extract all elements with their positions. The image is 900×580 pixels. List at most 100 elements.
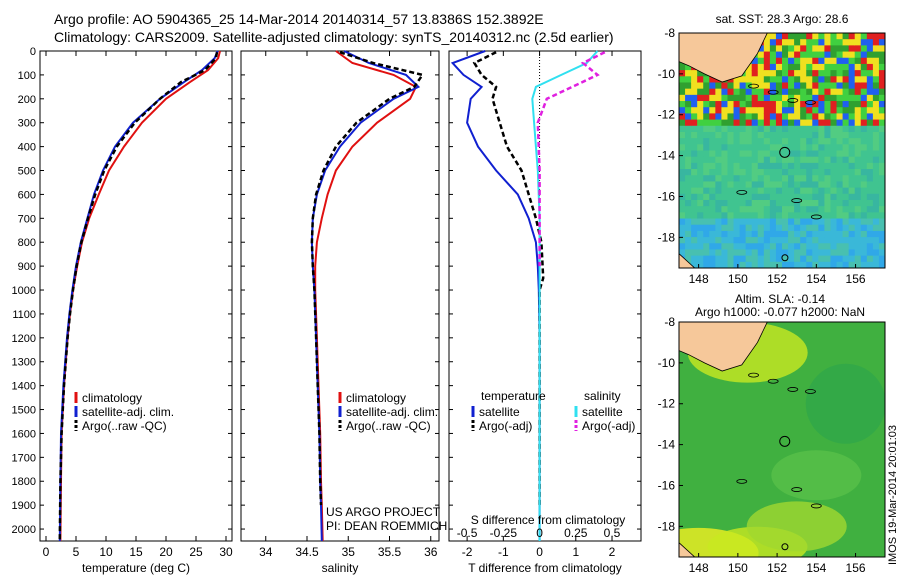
sst-cell xyxy=(854,156,862,164)
sst-cell xyxy=(866,144,874,151)
sst-cell xyxy=(794,181,801,189)
sst-cell xyxy=(800,261,807,268)
sst-cell xyxy=(818,156,825,164)
sst-cell xyxy=(830,33,838,40)
sst-cell xyxy=(854,255,862,263)
sst-cell xyxy=(806,51,813,59)
legend-label: Argo(..raw -QC) xyxy=(82,419,167,433)
sst-cell xyxy=(763,193,771,201)
sst-cell xyxy=(721,169,728,176)
sst-cell xyxy=(854,113,862,121)
sst-cell xyxy=(709,212,716,220)
sst-cell xyxy=(679,193,686,201)
sst-cell xyxy=(745,125,753,133)
sst-cell xyxy=(745,237,753,244)
sst-cell xyxy=(800,63,807,71)
sst-cell xyxy=(733,261,741,268)
sst-cell xyxy=(782,169,789,176)
sst-cell xyxy=(775,101,783,108)
sst-cell xyxy=(727,261,735,268)
sst-cell xyxy=(775,125,783,133)
sst-cell xyxy=(679,113,686,121)
sst-cell xyxy=(685,150,692,158)
sst-cell xyxy=(830,51,838,59)
sst-cell xyxy=(745,255,753,263)
sst-cell xyxy=(697,107,704,114)
sst-cell xyxy=(860,187,868,195)
panel-sst-xtick-label: 152 xyxy=(767,272,787,286)
sst-cell xyxy=(824,212,831,220)
sst-cell xyxy=(800,57,807,65)
sst-cell xyxy=(757,206,765,213)
sst-cell xyxy=(685,82,692,90)
sst-cell xyxy=(685,119,692,127)
sst-cell xyxy=(703,150,710,158)
sst-cell xyxy=(739,199,747,207)
sst-cell xyxy=(679,88,686,96)
sst-cell xyxy=(769,230,777,238)
sst-cell xyxy=(788,88,795,96)
sst-cell xyxy=(679,107,686,114)
sst-cell xyxy=(757,94,765,102)
sst-cell xyxy=(751,261,759,268)
sst-cell xyxy=(763,144,771,151)
sst-cell xyxy=(691,113,698,121)
sst-cell xyxy=(842,150,850,158)
sst-cell xyxy=(872,138,880,145)
sst-cell xyxy=(800,224,807,232)
sst-cell xyxy=(854,39,862,46)
sst-cell xyxy=(721,88,728,96)
sst-cell xyxy=(727,125,735,133)
panel-sla-frame xyxy=(678,321,886,558)
sst-cell xyxy=(824,125,831,133)
sst-cell xyxy=(727,88,735,96)
sst-cell xyxy=(733,101,741,108)
sst-cell xyxy=(721,255,728,263)
sst-cell xyxy=(721,94,728,102)
temperature-frame xyxy=(39,50,233,542)
sst-cell xyxy=(727,187,735,195)
sst-cell xyxy=(775,82,783,90)
sst-cell xyxy=(800,144,807,151)
sst-cell xyxy=(842,261,850,268)
sst-cell xyxy=(836,193,844,201)
sst-cell xyxy=(824,57,831,65)
sst-cell xyxy=(812,131,819,139)
sst-cell xyxy=(818,199,825,207)
panel-sst-field xyxy=(679,33,885,268)
sst-cell xyxy=(812,88,819,96)
sst-cell xyxy=(812,138,819,145)
sst-cell xyxy=(830,119,838,127)
sst-cell xyxy=(806,138,813,145)
sst-cell xyxy=(860,70,868,77)
sst-cell xyxy=(727,193,735,201)
sst-cell xyxy=(721,230,728,238)
sst-cell xyxy=(824,119,831,127)
sst-cell xyxy=(836,206,844,213)
sst-cell xyxy=(824,249,831,257)
sst-cell xyxy=(757,57,765,65)
sst-cell xyxy=(697,82,704,90)
sst-cell xyxy=(715,193,722,201)
sst-cell xyxy=(739,125,747,133)
sst-cell xyxy=(806,88,813,96)
sst-cell xyxy=(715,261,722,268)
sst-cell xyxy=(745,156,753,164)
sst-cell xyxy=(679,162,686,170)
sst-cell xyxy=(733,131,741,139)
sst-cell xyxy=(806,33,813,40)
temperature-ytick-label: 800 xyxy=(18,237,36,249)
sst-cell xyxy=(860,63,868,71)
sst-cell xyxy=(794,199,801,207)
sst-cell xyxy=(878,125,885,133)
sst-cell xyxy=(848,224,856,232)
sst-cell xyxy=(763,224,771,232)
sst-cell xyxy=(703,138,710,145)
sst-cell xyxy=(782,206,789,213)
sst-cell xyxy=(709,181,716,189)
sst-cell xyxy=(830,187,838,195)
sst-cell xyxy=(806,181,813,189)
temperature-ytick-label: 1800 xyxy=(12,476,36,488)
sst-cell xyxy=(812,70,819,77)
sst-cell xyxy=(854,261,862,268)
